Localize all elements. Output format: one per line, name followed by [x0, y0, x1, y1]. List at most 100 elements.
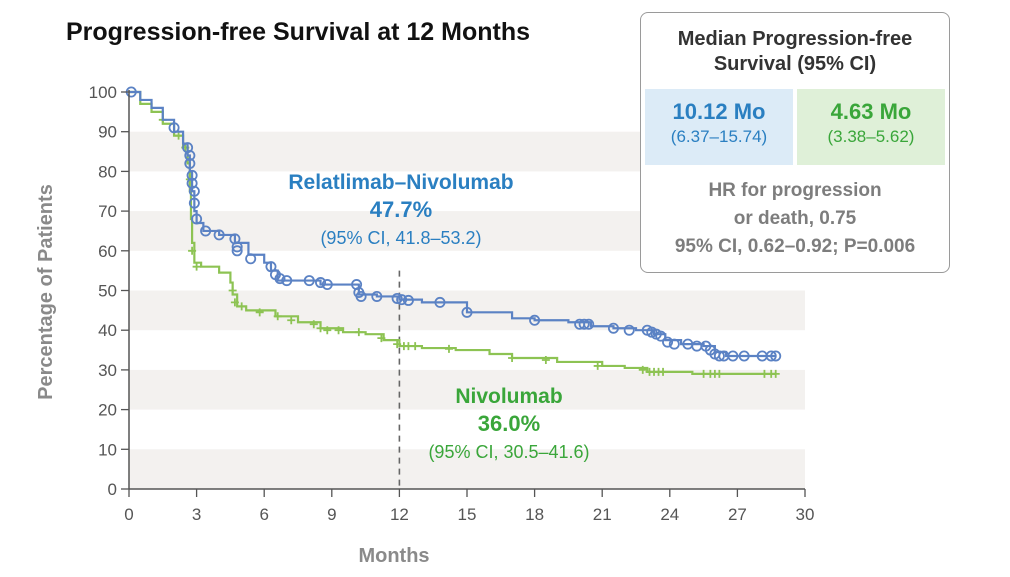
- x-tick-label: 9: [327, 505, 336, 524]
- x-axis-label: Months: [358, 545, 429, 567]
- censor-mark: [184, 157, 196, 169]
- censor-mark: [659, 367, 668, 376]
- x-tick-label: 3: [192, 505, 201, 524]
- censor-mark: [323, 326, 332, 335]
- x-tick-label: 0: [124, 505, 133, 524]
- censor-mark: [228, 286, 237, 295]
- censor-mark: [713, 350, 725, 362]
- censor-mark: [444, 344, 453, 353]
- median-cells: 10.12 Mo (6.37–15.74) 4.63 Mo (3.38–5.62…: [641, 89, 949, 165]
- x-tick-label: 21: [593, 505, 612, 524]
- censor-mark: [321, 279, 333, 291]
- censor-mark: [396, 294, 408, 306]
- series-line: [129, 90, 776, 358]
- y-tick-labels: 0 10 20 30 40 50 60 70 80 90 100: [89, 83, 117, 499]
- censor-mark: [371, 290, 383, 302]
- censor-mark: [231, 241, 243, 253]
- median-pfs-box: Median Progression-free Survival (95% CI…: [640, 12, 950, 273]
- censor-mark: [316, 324, 325, 333]
- censor-mark: [699, 369, 708, 378]
- censor-mark: [529, 314, 541, 326]
- grid-band: [129, 369, 805, 410]
- x-tick-label: 27: [728, 505, 747, 524]
- censor-mark: [593, 361, 602, 370]
- annotation-relatlimab-name: Relatlimab–Nivolumab: [288, 171, 513, 194]
- hazard-ratio-text: HR for progression or death, 0.75 95% CI…: [641, 177, 949, 261]
- annotation-nivolumab-percent: 36.0%: [478, 411, 540, 436]
- hr-line2: or death, 0.75: [733, 208, 857, 229]
- censor-mark: [230, 298, 239, 307]
- censor-mark: [541, 355, 550, 364]
- median-nivolumab-cell: 4.63 Mo (3.38–5.62): [797, 89, 945, 165]
- censor-mark: [668, 338, 680, 350]
- censor-mark: [662, 336, 674, 348]
- y-tick-label: 90: [98, 123, 117, 142]
- chart-title: Progression-free Survival at 12 Months: [66, 18, 530, 46]
- censor-mark: [188, 246, 197, 255]
- censor-mark: [377, 334, 386, 343]
- censor-mark: [771, 369, 780, 378]
- y-tick-label: 80: [98, 162, 117, 181]
- y-tick-label: 60: [98, 242, 117, 261]
- censor-mark: [691, 340, 703, 352]
- censor-mark: [281, 275, 293, 287]
- median-box-title-line1: Median Progression-free: [677, 28, 913, 50]
- censor-mark: [655, 330, 667, 342]
- censor-mark: [727, 350, 739, 362]
- x-tick-labels: 0 3 6 9 12 15 18 21 24 27 30: [124, 505, 814, 524]
- censor-mark: [578, 318, 590, 330]
- y-tick-label: 40: [98, 321, 117, 340]
- x-tick-label: 12: [390, 505, 409, 524]
- median-box-title: Median Progression-free Survival (95% CI…: [641, 27, 949, 77]
- y-axis-label: Percentage of Patients: [35, 184, 57, 400]
- censor-mark: [404, 342, 413, 351]
- censor-mark: [287, 316, 296, 325]
- censor-mark: [200, 225, 212, 237]
- censor-mark: [715, 369, 724, 378]
- y-tick-label: 30: [98, 361, 117, 380]
- censor-mark: [583, 318, 595, 330]
- censor-mark: [237, 302, 246, 311]
- y-tick-label: 100: [89, 83, 117, 102]
- censor-mark: [355, 290, 367, 302]
- censor-mark: [607, 322, 619, 334]
- censor-mark: [402, 294, 414, 306]
- censor-mark: [265, 261, 277, 273]
- x-tick-label: 24: [660, 505, 679, 524]
- x-tick-label: 30: [796, 505, 815, 524]
- hr-line1: HR for progression: [708, 180, 882, 201]
- censor-mark: [334, 326, 343, 335]
- y-tick-label: 0: [108, 480, 117, 499]
- median-relatlimab-value: 10.12 Mo: [672, 99, 766, 124]
- censor-mark: [191, 213, 203, 225]
- censor-mark: [303, 275, 315, 287]
- axes: [121, 90, 806, 497]
- median-relatlimab-ci: (6.37–15.74): [670, 127, 768, 146]
- annotation-nivolumab-name: Nivolumab: [455, 385, 562, 408]
- median-nivolumab-value: 4.63 Mo: [830, 99, 912, 124]
- median-relatlimab-cell: 10.12 Mo (6.37–15.74): [645, 89, 793, 165]
- x-tick-label: 15: [458, 505, 477, 524]
- censor-mark: [760, 369, 769, 378]
- censor-mark: [508, 353, 517, 362]
- hr-line3: 95% CI, 0.62–0.92; P=0.006: [674, 236, 916, 257]
- annotation-nivolumab-ci: (95% CI, 30.5–41.6): [428, 442, 589, 462]
- y-tick-label: 50: [98, 282, 117, 301]
- censor-mark: [623, 324, 635, 336]
- censor-mark: [354, 328, 363, 337]
- censor-mark: [434, 296, 446, 308]
- annotation-relatlimab-ci: (95% CI, 41.8–53.2): [320, 228, 481, 248]
- annotation-relatlimab-percent: 47.7%: [370, 197, 432, 222]
- censor-mark: [274, 273, 286, 285]
- censor-mark: [192, 262, 201, 271]
- censor-mark: [231, 245, 243, 257]
- censor-mark: [638, 365, 647, 374]
- median-box-title-line2: Survival (95% CI): [713, 53, 877, 75]
- censor-mark: [461, 306, 473, 318]
- y-tick-label: 10: [98, 440, 117, 459]
- censor-mark: [411, 342, 420, 351]
- censor-mark: [391, 292, 403, 304]
- censor-mark: [184, 150, 196, 162]
- x-tick-label: 6: [259, 505, 268, 524]
- censor-mark: [309, 320, 318, 329]
